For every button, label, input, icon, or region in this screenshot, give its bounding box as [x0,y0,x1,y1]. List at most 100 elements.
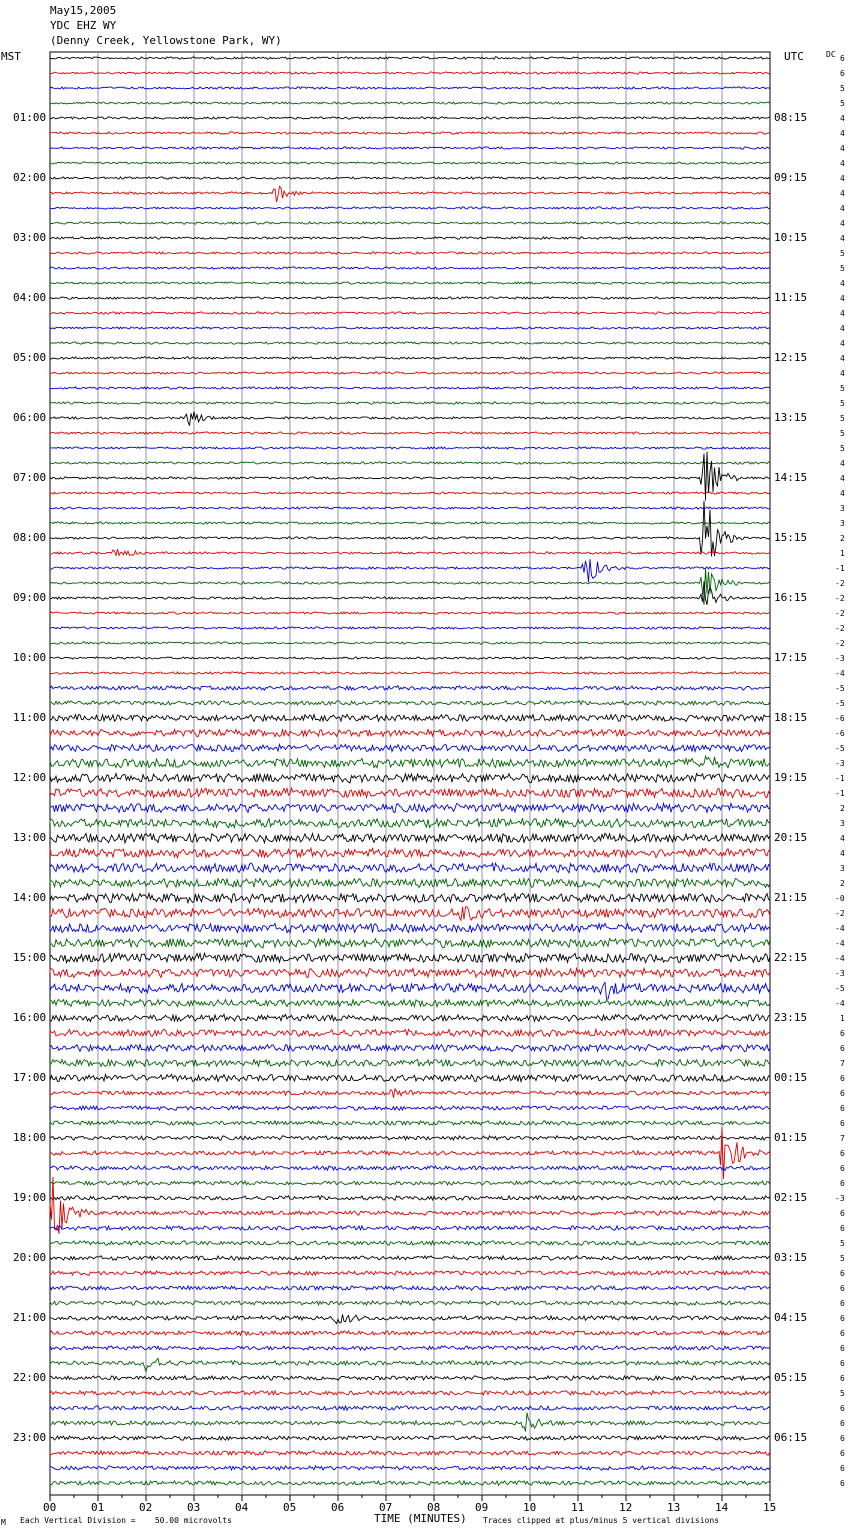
dc-offset-label: 4 [840,354,845,363]
dc-offset-label: 3 [840,504,845,513]
dc-offset-label: 6 [840,1104,845,1113]
right-hour-label: 12:15 [774,351,808,364]
trace-line [49,206,771,210]
trace-line [49,1389,771,1397]
left-hour-label: 13:00 [13,831,47,844]
left-hour-label: 17:00 [13,1071,47,1084]
right-hour-label: 05:15 [774,1371,808,1384]
right-hour-label: 14:15 [774,471,808,484]
trace-line [49,937,771,949]
trace-line [49,1314,771,1325]
trace-line [49,1176,771,1234]
dc-offset-label: 5 [840,444,845,453]
left-hour-label: 05:00 [13,351,47,364]
trace-line [49,1104,771,1112]
dc-offset-label: 3 [840,819,845,828]
right-hour-label: 13:15 [774,411,808,424]
trace-line [49,1239,771,1247]
trace-line [49,146,771,150]
dc-offset-label: -2 [835,609,845,618]
right-hour-label: 19:15 [774,771,808,784]
x-axis-title: TIME (MINUTES) [374,1512,467,1525]
dc-offset-label: 6 [840,1029,845,1038]
right-timezone-label: UTC [784,50,804,63]
trace-line [49,506,771,510]
left-hour-label: 16:00 [13,1011,47,1024]
dc-offset-label: 6 [840,54,845,63]
right-hour-label: 00:15 [774,1071,808,1084]
trace-line [49,581,771,605]
trace-line [49,1284,771,1292]
dc-offset-label: -5 [835,684,845,693]
trace-line [49,611,771,615]
trace-line [49,754,771,769]
dc-offset-label: 4 [840,369,845,378]
dc-offset-label: 6 [840,1149,845,1158]
trace-line [49,116,771,120]
dc-offset-label: 4 [840,204,845,213]
x-tick-label: 05 [283,1501,297,1514]
left-hour-label: 22:00 [13,1371,47,1384]
left-hour-label: 10:00 [13,651,47,664]
date-label: May15,2005 [50,4,117,17]
dc-offset-label: -6 [835,714,845,723]
dc-offset-label: 4 [840,144,845,153]
dc-offset-label: 6 [840,1329,845,1338]
right-hour-label: 18:15 [774,711,808,724]
trace-line [49,1449,771,1456]
right-hour-label: 20:15 [774,831,808,844]
trace-line [49,998,771,1009]
dc-offset-label: -2 [835,639,845,648]
trace-line [49,221,771,225]
dc-offset-label: 6 [840,1449,845,1458]
trace-line [49,131,771,135]
trace-line [49,341,771,345]
trace-line [49,236,771,240]
dc-offset-label: 6 [840,1209,845,1218]
left-hour-label: 06:00 [13,411,47,424]
right-hour-label: 21:15 [774,891,808,904]
trace-line [49,1119,771,1127]
trace-line [49,671,771,675]
trace-line [49,684,771,692]
trace-line [49,461,771,465]
trace-line [49,1087,771,1098]
trace-line [49,1434,771,1442]
dc-offset-label: -3 [835,759,845,768]
dc-offset-label: 6 [840,1269,845,1278]
dc-offset-label: -1 [835,774,845,783]
dc-offset-label: -0 [835,894,845,903]
trace-line [49,861,771,875]
right-hour-label: 08:15 [774,111,808,124]
trace-line [49,281,771,285]
dc-offset-label: 4 [840,474,845,483]
trace-line [49,521,771,525]
x-tick-label: 13 [667,1501,681,1514]
left-hour-label: 08:00 [13,531,47,544]
dc-offset-label: -1 [835,789,845,798]
dc-offset-label: 4 [840,174,845,183]
dc-offset-label: -1 [835,564,845,573]
trace-line [49,1464,771,1472]
trace-line [49,1374,771,1382]
plot-frame [49,51,771,1496]
trace-line [49,906,771,922]
right-hour-label: 09:15 [774,171,808,184]
trace-line [49,656,771,660]
dc-offset-label: 4 [840,324,845,333]
right-hour-label: 01:15 [774,1131,808,1144]
trace-line [49,411,771,426]
x-tick-label: 04 [235,1501,249,1514]
dc-offset-label: 5 [840,414,845,423]
left-hour-label: 19:00 [13,1191,47,1204]
trace-line [49,1043,771,1053]
dc-offset-label: -4 [835,999,845,1008]
dc-offset-label: -4 [835,669,845,678]
x-tick-label: 09 [475,1501,489,1514]
dc-offset-label: 4 [840,849,845,858]
dc-offset-label: 6 [840,1434,845,1443]
dc-offset-label: 5 [840,1254,845,1263]
dc-offset-label: 4 [840,114,845,123]
clip-note: Traces clipped at plus/minus 5 vertical … [483,1516,720,1525]
